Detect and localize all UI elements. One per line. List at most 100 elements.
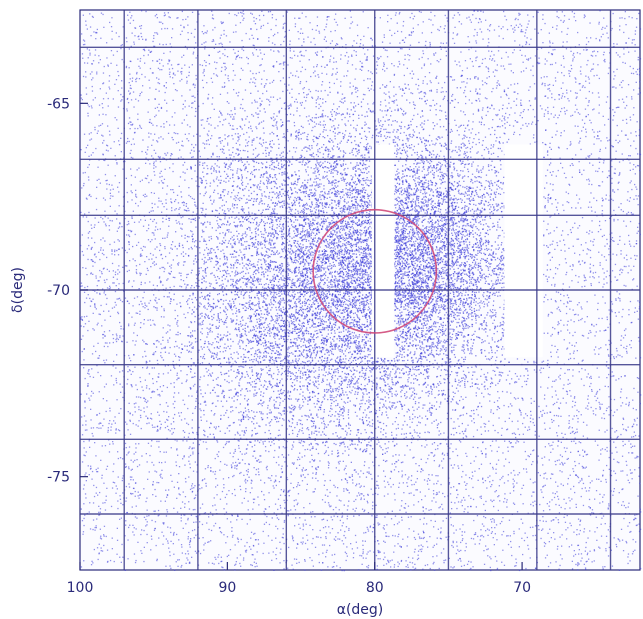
data-point (355, 187, 356, 188)
data-point (630, 443, 631, 444)
data-point (426, 523, 427, 524)
data-point (135, 99, 136, 100)
data-point (158, 537, 159, 538)
data-point (383, 527, 384, 528)
data-point (348, 530, 349, 531)
data-point (553, 420, 554, 421)
data-point (137, 296, 138, 297)
data-point (273, 117, 274, 118)
data-point (387, 384, 388, 385)
data-point (465, 287, 466, 288)
data-point (164, 271, 165, 272)
data-point (189, 307, 190, 308)
data-point (472, 487, 473, 488)
data-point (268, 353, 269, 354)
data-point (424, 192, 425, 193)
data-point (427, 410, 428, 411)
data-point (330, 405, 331, 406)
data-point (106, 188, 107, 189)
data-point (496, 203, 497, 204)
data-point (322, 562, 323, 563)
data-point (135, 560, 136, 561)
data-point (480, 260, 481, 261)
data-point (414, 389, 415, 390)
data-point (493, 370, 494, 371)
data-point (161, 424, 162, 425)
data-point (252, 82, 253, 83)
data-point (450, 366, 451, 367)
data-point (239, 250, 240, 251)
data-point (554, 284, 555, 285)
data-point (265, 261, 266, 262)
data-point (555, 504, 556, 505)
data-point (118, 313, 119, 314)
data-point (195, 521, 196, 522)
data-point (192, 453, 193, 454)
data-point (289, 301, 290, 302)
data-point (335, 536, 336, 537)
data-point (163, 206, 164, 207)
data-point (117, 508, 118, 509)
data-point (252, 52, 253, 53)
data-point (413, 31, 414, 32)
data-point (220, 340, 221, 341)
data-point (513, 490, 514, 491)
data-point (271, 540, 272, 541)
data-point (302, 150, 303, 151)
data-point (300, 162, 301, 163)
data-point (385, 486, 386, 487)
data-point (134, 403, 135, 404)
data-point (346, 480, 347, 481)
data-point (257, 328, 258, 329)
data-point (438, 61, 439, 62)
data-point (357, 495, 358, 496)
data-point (417, 154, 418, 155)
data-point (346, 52, 347, 53)
data-point (488, 234, 489, 235)
data-point (461, 500, 462, 501)
data-point (589, 22, 590, 23)
data-point (524, 35, 525, 36)
data-point (182, 31, 183, 32)
data-point (525, 123, 526, 124)
data-point (303, 541, 304, 542)
data-point (245, 89, 246, 90)
data-point (439, 30, 440, 31)
data-point (615, 447, 616, 448)
data-point (181, 145, 182, 146)
data-point (181, 419, 182, 420)
data-point (587, 399, 588, 400)
data-point (475, 76, 476, 77)
data-point (100, 428, 101, 429)
data-point (162, 478, 163, 479)
data-point (458, 380, 459, 381)
data-point (565, 529, 566, 530)
data-point (346, 560, 347, 561)
data-point (620, 434, 621, 435)
data-point (104, 346, 105, 347)
data-point (407, 564, 408, 565)
data-point (218, 342, 219, 343)
data-point (548, 566, 549, 567)
data-point (98, 62, 99, 63)
data-point (138, 205, 139, 206)
data-point (141, 151, 142, 152)
data-point (341, 517, 342, 518)
data-point (561, 97, 562, 98)
data-point (332, 519, 333, 520)
data-point (127, 379, 128, 380)
data-point (132, 33, 133, 34)
data-point (103, 140, 104, 141)
data-point (464, 167, 465, 168)
data-point (585, 136, 586, 137)
data-point (157, 34, 158, 35)
data-point (436, 401, 437, 402)
data-point (544, 423, 545, 424)
data-point (150, 241, 151, 242)
data-point (632, 446, 633, 447)
data-point (331, 397, 332, 398)
data-point (523, 434, 524, 435)
data-point (267, 405, 268, 406)
data-point (84, 134, 85, 135)
data-point (566, 272, 567, 273)
